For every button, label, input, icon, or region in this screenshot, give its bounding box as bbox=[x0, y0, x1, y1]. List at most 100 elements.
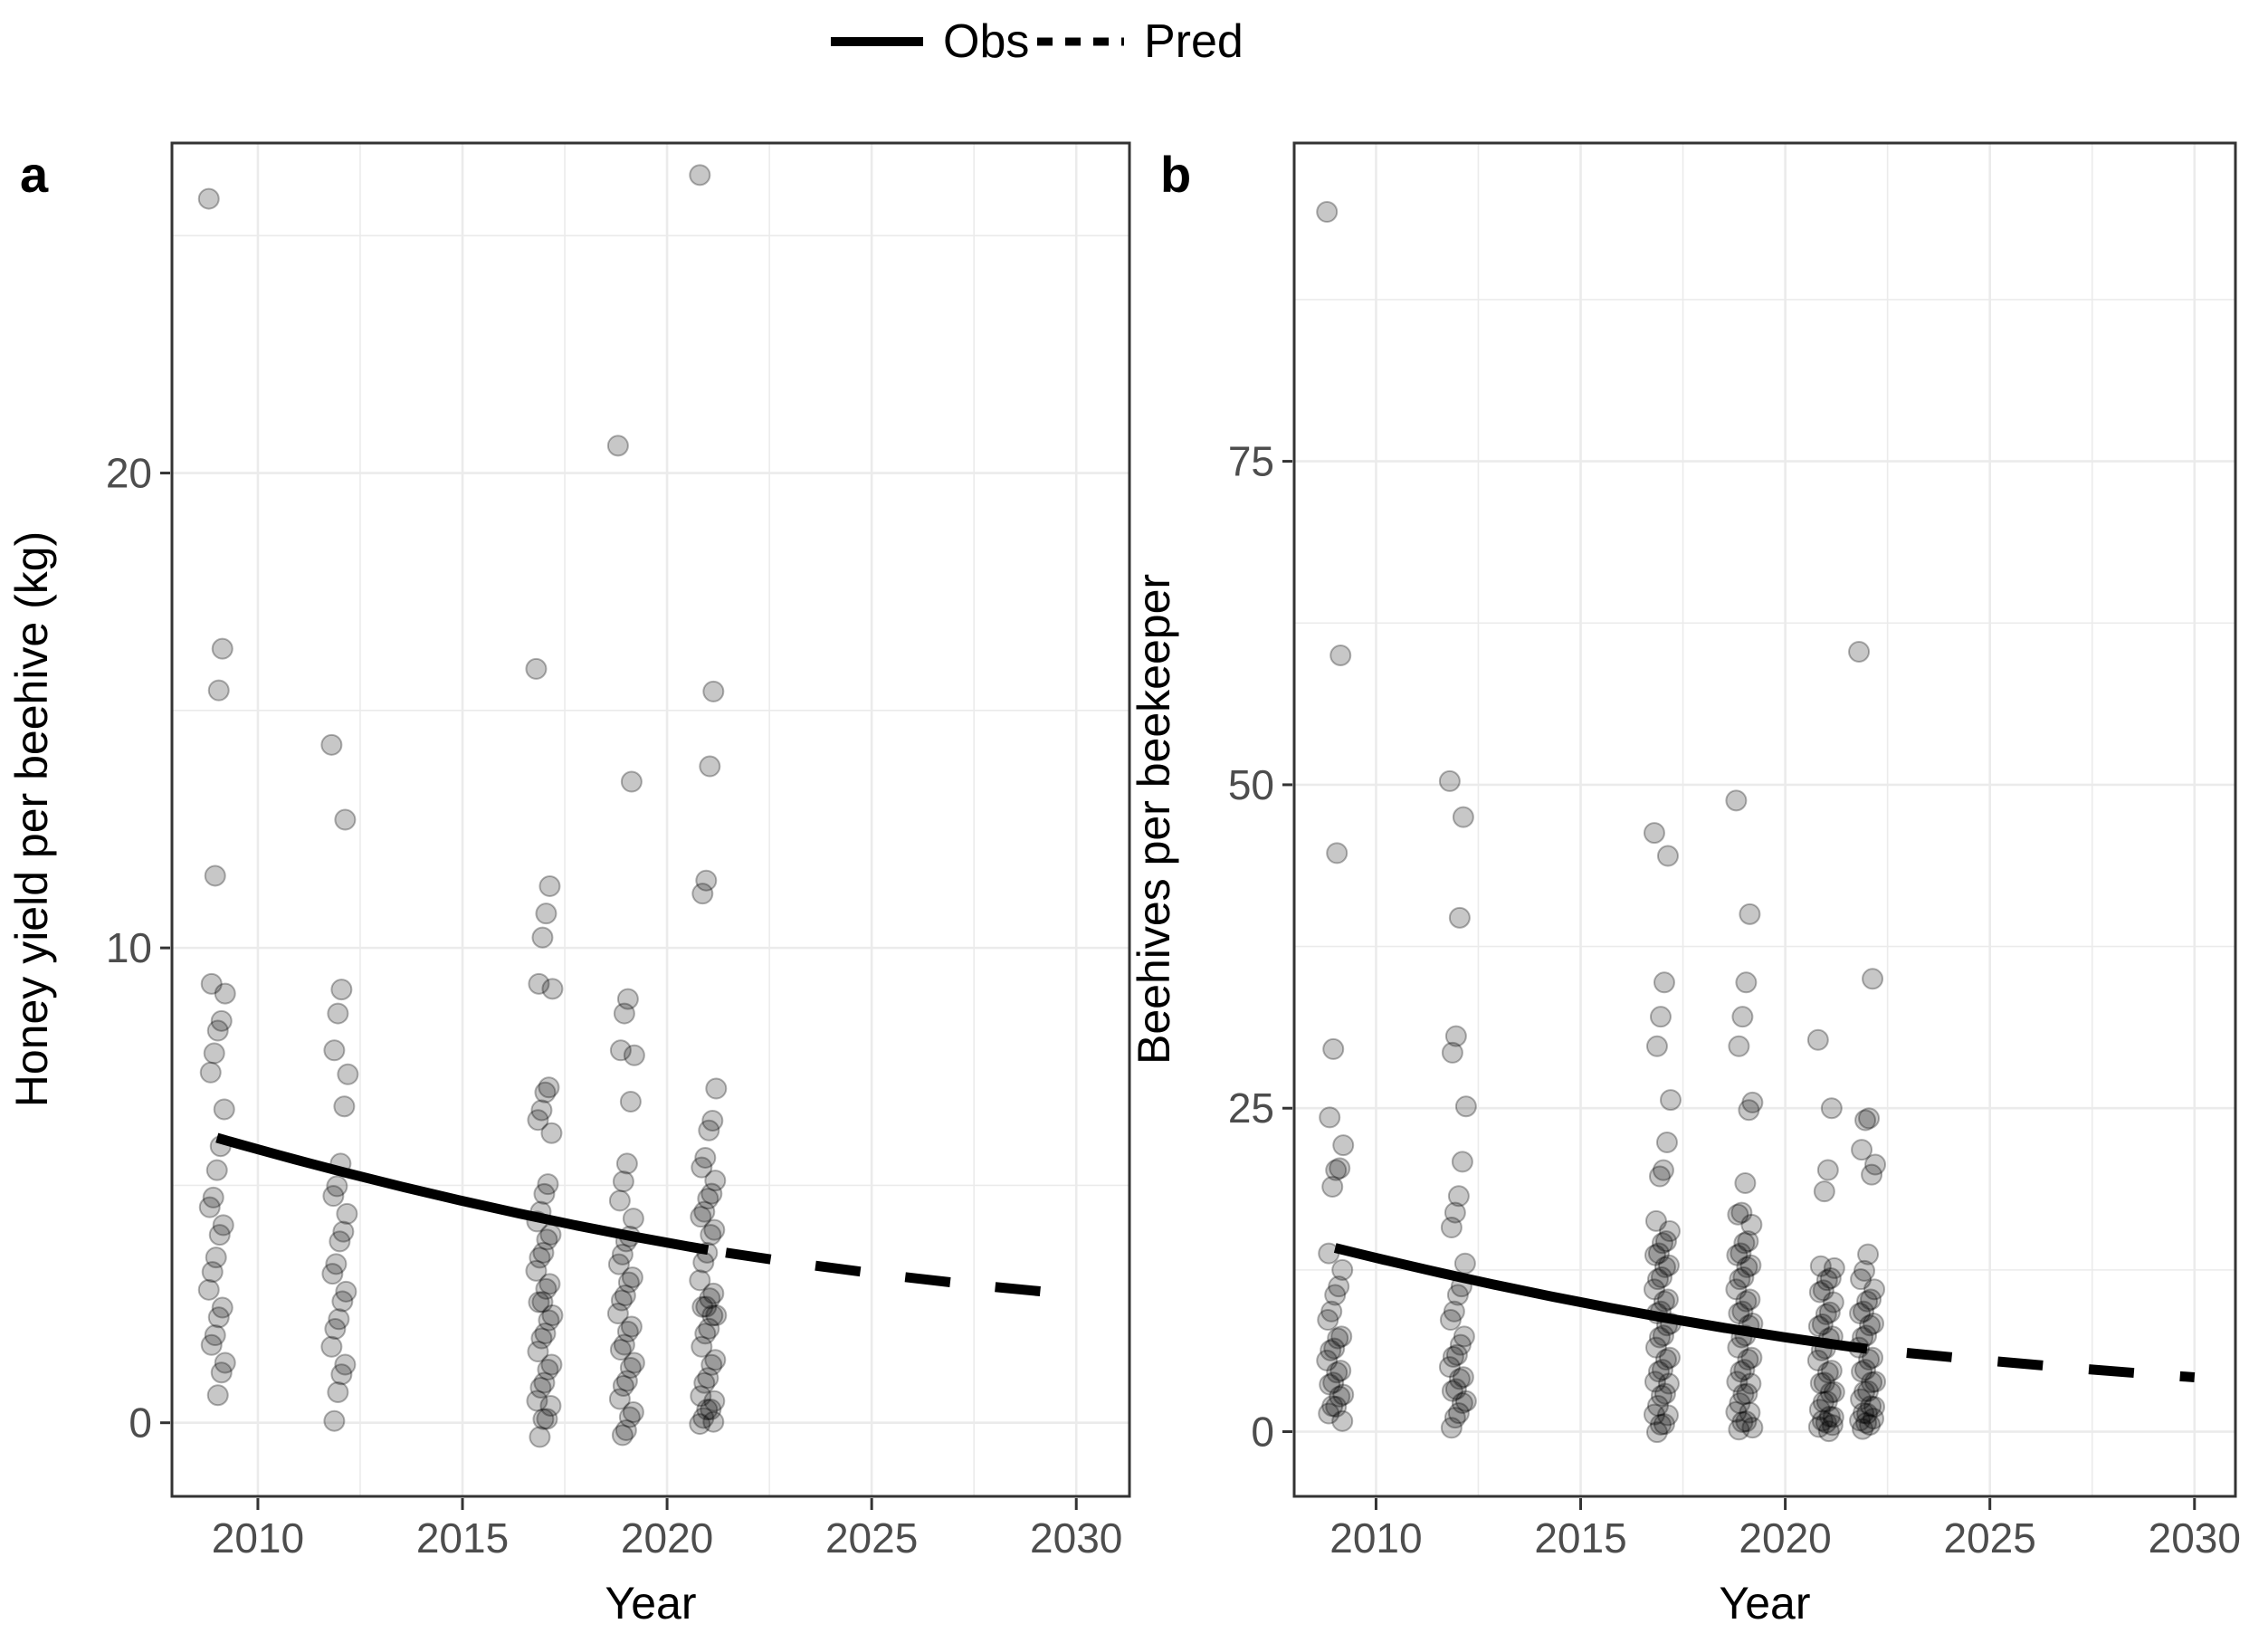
data-point bbox=[1740, 1346, 1763, 1369]
data-point bbox=[1453, 1325, 1475, 1348]
data-point bbox=[698, 1317, 720, 1340]
data-point bbox=[541, 1304, 564, 1327]
panel-a-tag: a bbox=[20, 146, 49, 203]
data-point bbox=[1861, 1163, 1883, 1186]
data-point bbox=[1658, 1220, 1681, 1243]
data-point bbox=[689, 1413, 711, 1436]
data-point bbox=[695, 869, 718, 892]
data-point bbox=[1731, 1300, 1754, 1323]
data-point bbox=[1860, 1395, 1882, 1418]
data-point bbox=[1322, 1371, 1345, 1394]
data-point bbox=[1816, 1159, 1839, 1181]
data-point bbox=[1654, 1348, 1677, 1371]
data-point bbox=[1447, 1402, 1470, 1425]
data-point bbox=[1806, 1349, 1829, 1371]
x-tick-label: 2025 bbox=[825, 1514, 918, 1562]
data-point bbox=[697, 1367, 719, 1390]
panel-background bbox=[172, 143, 1129, 1496]
data-point bbox=[1316, 201, 1339, 224]
panel-b-plot-area: 2010 2015 2020 2025 2030 0 25 50 75 bbox=[1228, 141, 2241, 1562]
data-point bbox=[213, 1098, 235, 1121]
data-point bbox=[323, 1039, 346, 1062]
data-point bbox=[1452, 1366, 1474, 1389]
data-point bbox=[701, 1304, 724, 1327]
data-point bbox=[703, 1390, 726, 1412]
data-point bbox=[1451, 1391, 1473, 1414]
data-point bbox=[1656, 845, 1679, 867]
x-tick-label: 2020 bbox=[621, 1514, 713, 1562]
data-point bbox=[1811, 1313, 1834, 1336]
data-point bbox=[322, 1185, 345, 1208]
data-point bbox=[1440, 1417, 1463, 1439]
data-point bbox=[1821, 1414, 1844, 1437]
data-point bbox=[1643, 1278, 1665, 1301]
data-point bbox=[1649, 1413, 1672, 1436]
data-point bbox=[694, 1323, 717, 1345]
data-point bbox=[1725, 1278, 1748, 1301]
data-point bbox=[699, 755, 721, 778]
data-point bbox=[536, 1228, 558, 1251]
y-tick-label: 50 bbox=[1228, 761, 1274, 808]
data-point bbox=[1321, 1175, 1344, 1198]
data-point bbox=[1449, 1333, 1472, 1356]
y-tick-label: 0 bbox=[129, 1399, 152, 1447]
data-point bbox=[1448, 906, 1471, 929]
data-point bbox=[1446, 1284, 1469, 1306]
data-point bbox=[326, 1175, 348, 1198]
panel-border bbox=[1292, 141, 2237, 1498]
data-point bbox=[1817, 1420, 1840, 1443]
data-point bbox=[324, 1318, 347, 1341]
data-point bbox=[700, 1182, 723, 1205]
data-point bbox=[1656, 1288, 1679, 1311]
data-point bbox=[538, 1309, 560, 1332]
data-point bbox=[691, 1156, 713, 1179]
data-point bbox=[1815, 1411, 1837, 1434]
data-point bbox=[205, 1247, 227, 1269]
y-tick-label: 0 bbox=[1251, 1409, 1274, 1456]
data-point bbox=[615, 1419, 637, 1441]
data-point bbox=[210, 1009, 233, 1032]
data-point bbox=[529, 1376, 552, 1399]
data-point bbox=[211, 1296, 233, 1319]
data-point bbox=[525, 1259, 548, 1282]
data-point bbox=[1853, 1401, 1875, 1424]
data-point bbox=[1658, 1346, 1681, 1369]
data-point bbox=[531, 926, 554, 949]
data-point bbox=[207, 1306, 230, 1329]
data-point bbox=[704, 1349, 727, 1371]
data-point bbox=[1329, 1385, 1351, 1408]
panel-b-y-axis-title: Beehives per beekeeper bbox=[1129, 574, 1179, 1065]
data-point bbox=[1850, 1388, 1873, 1410]
data-point bbox=[536, 1408, 558, 1430]
data-point bbox=[1725, 1400, 1748, 1423]
data-point bbox=[1647, 1361, 1670, 1383]
data-point bbox=[1453, 1252, 1476, 1275]
x-tick-label: 2015 bbox=[416, 1514, 509, 1562]
data-point bbox=[1854, 1109, 1877, 1132]
data-point bbox=[212, 1214, 234, 1237]
data-point bbox=[1319, 1373, 1341, 1396]
data-point bbox=[208, 1224, 231, 1247]
data-point bbox=[532, 1408, 555, 1430]
data-point bbox=[537, 1173, 559, 1196]
x-tick-label: 2015 bbox=[1534, 1514, 1626, 1562]
data-point bbox=[333, 1095, 356, 1118]
data-point bbox=[1657, 1254, 1680, 1276]
data-point bbox=[331, 1290, 354, 1313]
data-point bbox=[1807, 1416, 1830, 1438]
data-point bbox=[1454, 1095, 1477, 1118]
y-tick-label: 25 bbox=[1228, 1084, 1274, 1132]
data-point bbox=[1323, 1337, 1346, 1360]
data-point bbox=[622, 1400, 644, 1423]
data-point bbox=[1851, 1361, 1873, 1383]
data-point bbox=[692, 1407, 715, 1429]
data-point bbox=[1649, 1006, 1672, 1028]
x-tick-label: 2020 bbox=[1739, 1514, 1831, 1562]
data-point bbox=[1728, 1302, 1750, 1324]
data-point bbox=[211, 637, 233, 660]
data-point bbox=[1808, 1281, 1831, 1304]
data-point bbox=[1444, 1201, 1466, 1224]
data-point bbox=[535, 903, 557, 925]
data-point bbox=[1739, 1372, 1762, 1395]
